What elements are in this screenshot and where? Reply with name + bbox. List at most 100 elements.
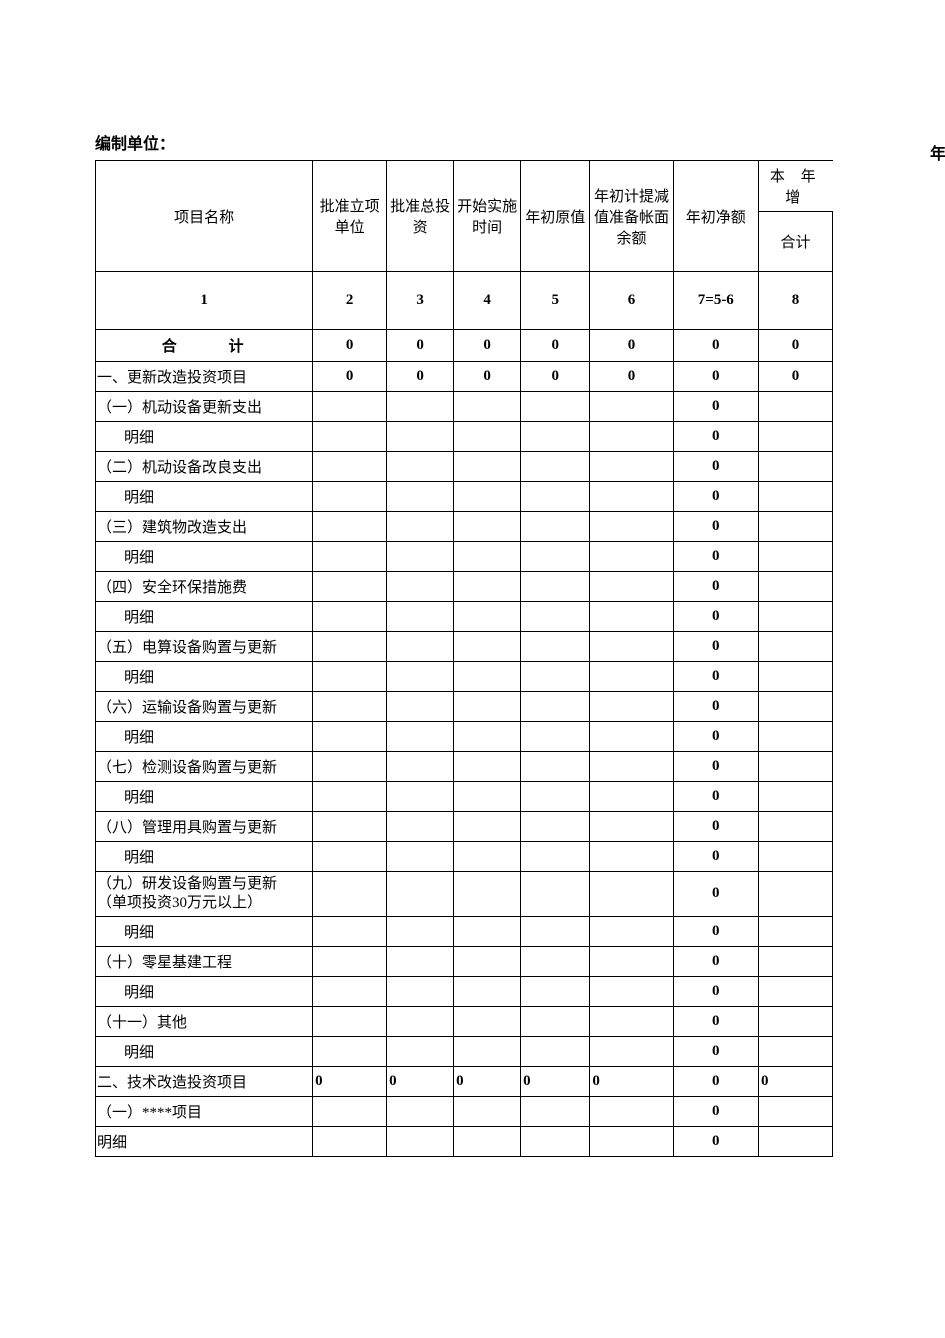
cell-c7: 0	[673, 722, 758, 752]
col-header-group-8: 本 年 增	[759, 161, 833, 212]
col-header-7: 年初净额	[673, 161, 758, 272]
cell-c7: 0	[673, 1036, 758, 1066]
cell-c6	[590, 722, 673, 752]
cell-c8	[759, 842, 833, 872]
cell-c7: 0	[673, 752, 758, 782]
cell-c3	[387, 422, 454, 452]
cell-c7: 0	[673, 482, 758, 512]
cell-c2	[313, 722, 387, 752]
cell-c8	[759, 602, 833, 632]
table-row: 明细0	[96, 916, 833, 946]
unit-label: 编制单位：	[95, 130, 175, 154]
row-name-cell: （二）机动设备改良支出	[96, 452, 313, 482]
cell-c7: 0	[673, 422, 758, 452]
cell-c4	[454, 542, 521, 572]
cell-c2	[313, 602, 387, 632]
col-index-8: 8	[759, 272, 833, 330]
cell-c6	[590, 512, 673, 542]
col-header-name: 项目名称	[96, 161, 313, 272]
row-name-cell: 明细	[96, 602, 313, 632]
cell-c8	[759, 782, 833, 812]
cell-c6	[590, 572, 673, 602]
cell-c2	[313, 916, 387, 946]
cell-c4	[454, 976, 521, 1006]
cell-c6	[590, 692, 673, 722]
table-row: 明细0	[96, 722, 833, 752]
cell-c2	[313, 422, 387, 452]
cell-c5	[521, 946, 590, 976]
cell-c7: 0	[673, 946, 758, 976]
row-name-cell: （一）****项目	[96, 1096, 313, 1126]
cell-c5	[521, 976, 590, 1006]
table-row: （二）机动设备改良支出0	[96, 452, 833, 482]
cell-c8	[759, 1036, 833, 1066]
cell-c3	[387, 392, 454, 422]
cell-c4	[454, 512, 521, 542]
table-row: 明细0	[96, 422, 833, 452]
cell-c4	[454, 392, 521, 422]
cell-c7: 0	[673, 1066, 758, 1096]
cell-c5	[521, 482, 590, 512]
cell-c7: 0	[673, 842, 758, 872]
cell-c5	[521, 602, 590, 632]
cell-c3	[387, 482, 454, 512]
cell-c4	[454, 422, 521, 452]
table-row: （一）****项目0	[96, 1096, 833, 1126]
cell-c4	[454, 1096, 521, 1126]
cell-c4	[454, 812, 521, 842]
cell-c7: 0	[673, 632, 758, 662]
cell-c4	[454, 572, 521, 602]
cell-c5	[521, 422, 590, 452]
cell-c4	[454, 692, 521, 722]
cell-c2: 0	[313, 1066, 387, 1096]
cell-c3: 0	[387, 362, 454, 392]
cell-c8	[759, 482, 833, 512]
cell-c5	[521, 782, 590, 812]
table-row: 明细0	[96, 782, 833, 812]
cell-c3	[387, 946, 454, 976]
table-body: 合 计0000000一、更新改造投资项目0000000（一）机动设备更新支出0明…	[96, 330, 833, 1157]
cell-c3	[387, 452, 454, 482]
cell-c2	[313, 1006, 387, 1036]
cell-c2	[313, 976, 387, 1006]
cell-c8	[759, 722, 833, 752]
col-index-3: 3	[387, 272, 454, 330]
cell-c8	[759, 632, 833, 662]
row-name-cell: 明细	[96, 842, 313, 872]
table-row: 明细0	[96, 602, 833, 632]
cell-c6	[590, 752, 673, 782]
cell-c2	[313, 662, 387, 692]
col-header-4: 开始实施时间	[454, 161, 521, 272]
col-index-2: 2	[313, 272, 387, 330]
cell-c4: 0	[454, 1066, 521, 1096]
table-row: 明细0	[96, 976, 833, 1006]
cell-c2	[313, 512, 387, 542]
cell-c8	[759, 1096, 833, 1126]
cell-c2	[313, 872, 387, 917]
cell-c6	[590, 392, 673, 422]
cell-c7: 0	[673, 812, 758, 842]
cell-c5: 0	[521, 1066, 590, 1096]
table-header: 项目名称 批准立项单位 批准总投资 开始实施时间 年初原值 年初计提减值准备帐面…	[96, 161, 833, 330]
cell-c5	[521, 1036, 590, 1066]
row-name-cell: 明细	[96, 976, 313, 1006]
table-row: 明细0	[96, 1126, 833, 1156]
cell-c3	[387, 512, 454, 542]
cell-c7: 0	[673, 330, 758, 362]
cell-c2	[313, 1126, 387, 1156]
cell-c3	[387, 1126, 454, 1156]
row-name-cell: （六）运输设备购置与更新	[96, 692, 313, 722]
cell-c8	[759, 422, 833, 452]
col-header-3: 批准总投资	[387, 161, 454, 272]
col-index-1: 1	[96, 272, 313, 330]
cell-c6	[590, 542, 673, 572]
table-row: 二、技术改造投资项目0000000	[96, 1066, 833, 1096]
cell-c7: 0	[673, 542, 758, 572]
row-name-cell: （五）电算设备购置与更新	[96, 632, 313, 662]
cell-c8	[759, 392, 833, 422]
row-name-cell: 明细	[96, 482, 313, 512]
cell-c6	[590, 1126, 673, 1156]
cell-c4	[454, 602, 521, 632]
cell-c6	[590, 482, 673, 512]
cell-c6	[590, 842, 673, 872]
